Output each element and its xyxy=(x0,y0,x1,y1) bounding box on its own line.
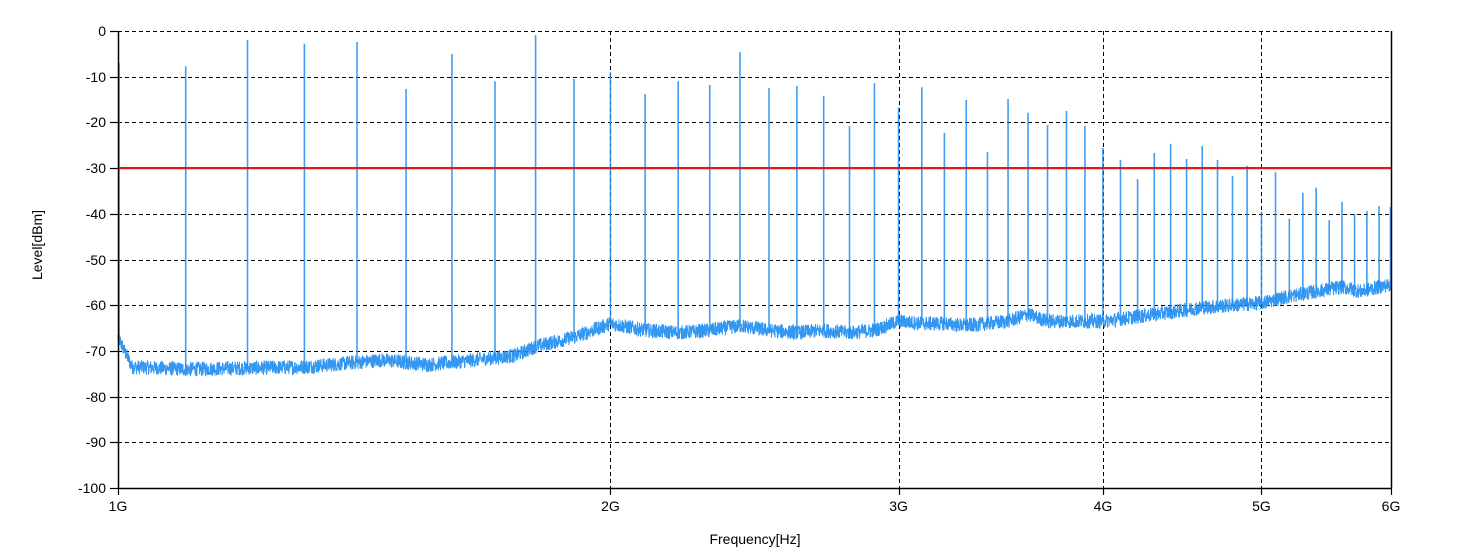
y-tick-label: -70 xyxy=(85,342,106,359)
grid-lines xyxy=(118,31,1391,488)
x-tick-label: 5G xyxy=(1252,498,1271,514)
x-tick-label: 6G xyxy=(1381,498,1401,514)
y-axis-label: Level[dBm] xyxy=(29,209,45,281)
axes xyxy=(110,30,1393,495)
x-tick-label: 2G xyxy=(601,498,620,514)
y-tick-label: -100 xyxy=(77,480,106,496)
x-tick-label: 4G xyxy=(1093,498,1113,514)
x-tick-label: 3G xyxy=(889,498,908,514)
y-tick-label: -50 xyxy=(85,251,106,268)
y-tick-label: -40 xyxy=(85,205,106,222)
x-tick-label: 1G xyxy=(108,498,128,514)
spectrum-trace xyxy=(117,35,1392,377)
y-tick-label: 0 xyxy=(98,23,106,39)
y-tick-label: -20 xyxy=(85,114,106,131)
y-tick-label: -80 xyxy=(85,388,106,405)
x-axis-label: Frequency[Hz] xyxy=(709,531,801,547)
y-tick-label: -90 xyxy=(85,434,106,451)
y-tick-label: -60 xyxy=(85,297,106,314)
noise-floor-trace xyxy=(117,278,1392,377)
y-tick-label: -30 xyxy=(85,160,106,177)
y-tick-label: -10 xyxy=(85,68,106,85)
